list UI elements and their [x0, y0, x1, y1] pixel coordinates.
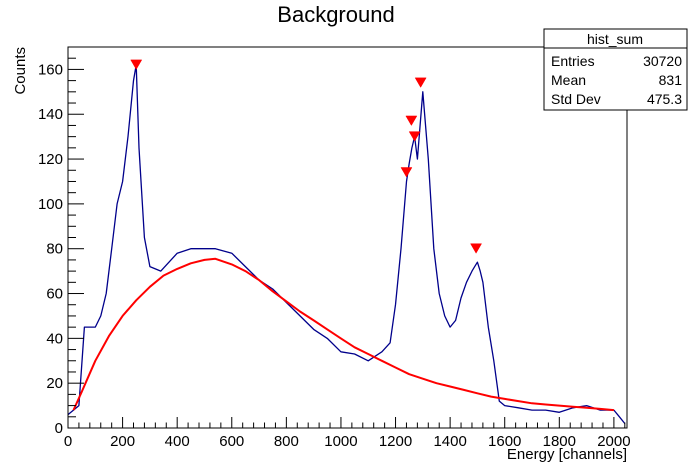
- stats-mean-value: 831: [659, 72, 683, 88]
- series-layer: [67, 64, 626, 424]
- x-axis: 0 200 400 600 800 1000 1200 1400 1600 1800 2000: [64, 417, 631, 450]
- y-tick-label: 60: [46, 286, 63, 303]
- x-tick-label: 1600: [488, 433, 521, 450]
- x-tick-label: 600: [219, 433, 244, 450]
- peak-marker: [130, 59, 143, 70]
- y-axis-title: Counts: [12, 47, 29, 95]
- background-fit-series-line: [72, 257, 614, 412]
- peak-marker: [405, 115, 418, 126]
- x-tick-label: 1000: [324, 433, 357, 450]
- x-tick-label: 0: [64, 433, 72, 450]
- stats-entries-label: Entries: [551, 53, 595, 69]
- x-tick-label: 800: [274, 433, 299, 450]
- peak-marker: [400, 167, 413, 178]
- stats-mean-label: Mean: [551, 72, 586, 88]
- x-tick-label: 400: [165, 433, 190, 450]
- x-tick-label: 1400: [433, 433, 466, 450]
- stats-entries-value: 30720: [643, 53, 682, 69]
- y-tick-label: 20: [46, 375, 63, 392]
- stats-box-frame: [543, 28, 688, 111]
- y-tick-label: 80: [46, 241, 63, 258]
- peak-marker: [414, 77, 427, 88]
- stats-box-name: hist_sum: [587, 31, 643, 47]
- y-tick-label: 140: [38, 106, 63, 123]
- histogram-series-line: [67, 64, 626, 424]
- x-tick-label: 1800: [543, 433, 576, 450]
- x-tick-label: 1200: [379, 433, 412, 450]
- x-tick-label: 200: [110, 433, 135, 450]
- y-tick-label: 0: [55, 420, 63, 437]
- y-axis: 0 20 40 60 80 100 120 140 160: [38, 46, 84, 437]
- peak-marker: [470, 243, 482, 254]
- stats-stddev-label: Std Dev: [551, 91, 601, 107]
- peak-marker: [408, 131, 421, 142]
- stats-stddev-value: 475.3: [647, 91, 682, 107]
- x-axis-title: Energy [channels]: [507, 446, 627, 463]
- y-tick-label: 120: [38, 151, 63, 168]
- y-tick-label: 160: [38, 61, 63, 78]
- x-tick-label: 2000: [597, 433, 630, 450]
- stats-box: hist_sum Entries 30720 Mean 831 Std Dev …: [543, 28, 688, 111]
- peaks-layer: [130, 59, 482, 254]
- y-tick-label: 100: [38, 196, 63, 213]
- chart-title: Background: [277, 2, 394, 27]
- y-tick-label: 40: [46, 330, 63, 347]
